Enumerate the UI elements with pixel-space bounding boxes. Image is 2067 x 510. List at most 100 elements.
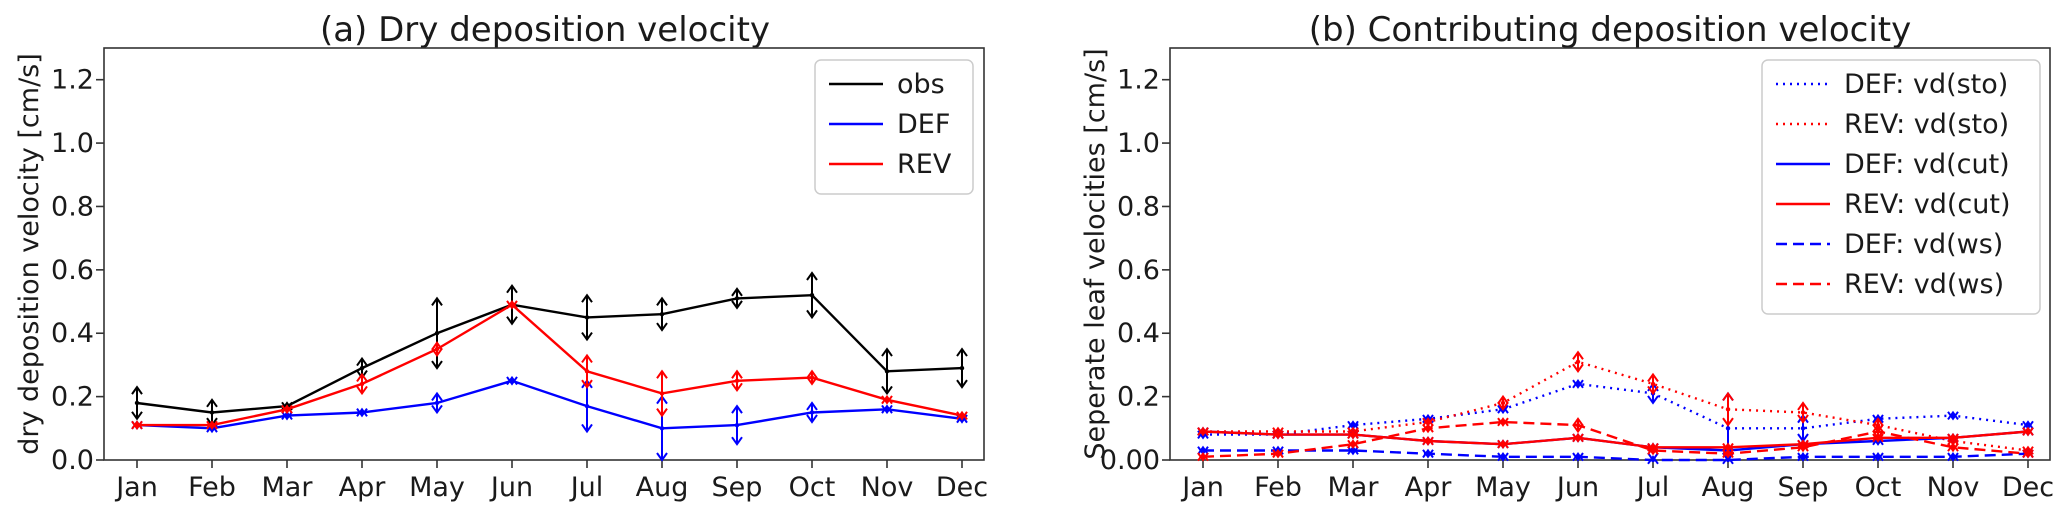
error-cap-up [1722, 448, 1734, 459]
data-point [209, 422, 215, 428]
error-cap-up [731, 287, 743, 297]
error-cap-up [1722, 391, 1734, 402]
series-line [136, 293, 963, 414]
error-cap-down [1947, 433, 1959, 443]
data-point [1800, 445, 1806, 450]
data-point [734, 422, 740, 428]
error-cap-down [581, 423, 593, 434]
y-tick-label: 0.2 [51, 382, 94, 413]
data-point [809, 410, 815, 415]
error-cap-up [131, 420, 143, 430]
data-point [1500, 441, 1506, 447]
error-cap-up [1272, 429, 1284, 440]
data-point [359, 365, 365, 371]
y-tick-label: 0.8 [51, 191, 94, 222]
error-cap-down [1347, 430, 1359, 440]
data-point [659, 312, 665, 317]
panel-a-ticks: 0.0 0.2 0.4 0.6 0.8 1.0 1.2 Jan Feb Mar Apr May Jun J… [51, 65, 988, 503]
series-line [1203, 449, 2029, 462]
error-cap-up [1647, 372, 1659, 383]
error-cap-down [1722, 417, 1734, 427]
error-cap-down [356, 408, 368, 418]
error-cap-up [1947, 451, 1959, 462]
data-point [1500, 400, 1506, 406]
x-tick-label: Oct [789, 472, 836, 503]
data-point [1800, 410, 1806, 415]
error-cap-up [1572, 451, 1584, 462]
error-cap-down [356, 385, 368, 396]
data-point [1875, 429, 1881, 434]
error-cap-up [131, 385, 143, 395]
data-point [1725, 426, 1731, 431]
error-cap-down [1572, 433, 1584, 443]
data-point [1725, 445, 1731, 450]
legend-label: REV [897, 149, 952, 180]
legend-label: REV: vd(cut) [1844, 189, 2011, 220]
error-cap-up [206, 420, 218, 430]
error-cap-down [956, 379, 968, 389]
error-cap-down [656, 452, 668, 462]
error-cap-up [1947, 410, 1959, 421]
error-cap-up [1872, 451, 1884, 462]
error-cap-up [1197, 445, 1209, 455]
y-tick-label: 1.0 [1117, 128, 1160, 159]
error-cap-up [1872, 423, 1884, 433]
data-point [1275, 451, 1281, 456]
error-cap-up [1197, 451, 1209, 462]
error-cap-up [731, 404, 743, 414]
error-cap-up [1947, 432, 1959, 443]
data-point [584, 403, 590, 409]
data-point [584, 315, 590, 320]
error-cap-down [506, 300, 518, 310]
error-cap-up [1497, 417, 1509, 427]
error-cap-up [1797, 401, 1809, 411]
panel-a-legend: obs DEF REV [814, 59, 974, 195]
error-cap-up [1497, 439, 1509, 449]
error-cap-up [656, 369, 668, 379]
y-tick-label: 1.2 [51, 65, 94, 96]
error-cap-down [131, 420, 143, 431]
error-cap-down [1422, 423, 1434, 434]
data-point [1800, 454, 1806, 460]
error-cap-up [1422, 417, 1434, 427]
y-tick-label: 0.2 [1117, 382, 1160, 413]
error-cap-up [731, 369, 743, 379]
x-tick-label: Sep [712, 472, 763, 503]
error-cap-down [731, 382, 743, 392]
error-cap-down [1497, 404, 1509, 415]
legend-label: DEF: vd(cut) [1844, 149, 2010, 180]
legend-box [1761, 59, 2041, 315]
error-cap-down [281, 411, 293, 421]
error-cap-down [1572, 363, 1584, 373]
series-rev-vd-cut- [1197, 426, 2034, 453]
error-cap-down [1797, 452, 1809, 462]
x-tick-label: Jan [1180, 472, 1224, 503]
panel-b-series [1197, 350, 2034, 465]
error-cap-down [431, 347, 443, 358]
error-cap-down [1647, 385, 1659, 396]
error-cap-down [431, 360, 443, 370]
y-tick-label: 0.4 [1117, 318, 1160, 349]
data-point [1200, 454, 1206, 460]
legend-label: DEF [897, 109, 950, 140]
data-point [209, 410, 215, 415]
error-cap-up [281, 404, 293, 414]
error-cap-up [1872, 417, 1884, 427]
data-point [1350, 432, 1356, 437]
error-cap-up [1347, 429, 1359, 440]
error-cap-down [131, 411, 143, 421]
data-point [659, 426, 665, 431]
data-point [2025, 451, 2031, 456]
error-cap-down [656, 322, 668, 332]
error-cap-up [1947, 442, 1959, 452]
error-cap-down [1947, 411, 1959, 421]
data-point [809, 375, 815, 380]
series-def [131, 375, 968, 462]
x-tick-label: Dec [2002, 472, 2054, 503]
error-cap-down [1572, 379, 1584, 389]
data-point [734, 378, 740, 383]
panel-a-series [131, 271, 968, 462]
series-line [137, 303, 963, 427]
error-cap-down [881, 385, 893, 396]
error-cap-up [656, 296, 668, 306]
